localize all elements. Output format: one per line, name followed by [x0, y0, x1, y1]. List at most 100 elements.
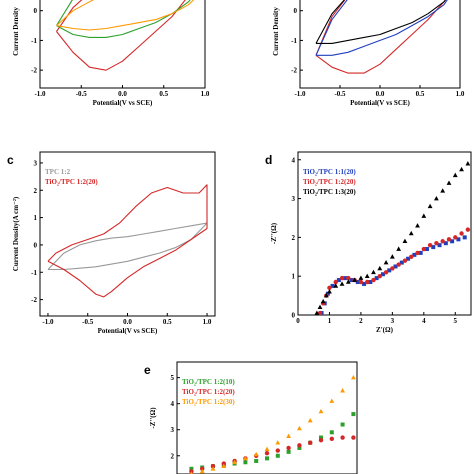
legend-entry: TiO₂/TPC 1:3(20): [303, 188, 356, 196]
data-point: [421, 246, 427, 252]
series-line: [47, 184, 208, 298]
data-point: [459, 166, 464, 172]
legend-entry: TiO₂/TPC 1:2(20): [303, 178, 356, 186]
y-tick-label: 3: [292, 195, 296, 203]
x-tick-label: -0.5: [334, 90, 346, 98]
data-point: [339, 275, 345, 281]
data-point: [409, 254, 414, 259]
x-tick-label: 1: [328, 317, 332, 325]
series-group: [56, 0, 195, 71]
legend-entry: TiO₂/TPC 1:2(20): [182, 388, 235, 396]
y-tick-label: -1: [291, 37, 297, 45]
data-point: [343, 276, 348, 281]
x-tick-label: -1.0: [294, 90, 306, 98]
data-point: [308, 440, 313, 445]
data-point: [210, 466, 216, 471]
data-point: [393, 264, 398, 269]
y-tick-label: 0: [34, 241, 38, 249]
series-line: [56, 0, 186, 71]
x-axis-label: Potential(V vs SCE): [98, 327, 158, 335]
data-point: [402, 238, 408, 244]
data-point: [330, 283, 335, 288]
data-point: [221, 461, 226, 466]
x-tick-label: -1.0: [42, 318, 54, 326]
data-point: [443, 241, 448, 246]
x-axis-label: Potential(V vs SCE): [93, 99, 153, 107]
data-point: [265, 456, 269, 461]
y-tick-label: 3: [34, 159, 38, 167]
data-point: [297, 425, 302, 431]
panel-label: d: [265, 153, 272, 167]
y-tick-label: 1: [292, 273, 296, 281]
data-point: [286, 433, 291, 439]
data-point: [456, 237, 461, 242]
y-tick-label: -2: [31, 67, 37, 75]
chart-panel-d: 0 1 2 3 4 5 0 1 2 3 4 Z'(Ω) -Z''(Ω) d TiO₂/TPC 1:1(20)…: [265, 151, 472, 334]
data-point: [351, 412, 356, 417]
x-tick-label: -0.5: [82, 318, 94, 326]
data-point: [380, 272, 385, 277]
data-point: [402, 258, 408, 263]
data-point: [210, 463, 216, 469]
data-point: [318, 437, 324, 443]
data-point: [286, 445, 291, 451]
x-tick-label: 1.0: [201, 90, 210, 98]
x-tick-label: 0.5: [159, 90, 168, 98]
series-line: [315, 0, 448, 56]
x-tick-label: -1.0: [34, 90, 46, 98]
data-point: [364, 273, 370, 278]
data-point: [297, 445, 302, 450]
x-tick-label: 0.0: [123, 318, 132, 326]
data-point: [358, 275, 364, 280]
y-axis-label: -Z''(Ω): [270, 222, 278, 244]
data-point: [377, 265, 383, 271]
data-point: [243, 455, 248, 461]
data-point: [450, 239, 455, 244]
data-point: [275, 440, 281, 445]
data-point: [412, 252, 417, 257]
data-point: [427, 242, 433, 248]
data-point: [275, 453, 280, 458]
data-point: [232, 459, 237, 465]
data-point: [318, 408, 324, 414]
x-tick-label: 1.0: [456, 90, 465, 98]
data-point: [465, 227, 471, 232]
data-point: [446, 180, 452, 185]
data-point: [325, 291, 330, 296]
data-point: [314, 310, 320, 315]
y-tick-label: 0: [294, 7, 298, 15]
y-axis-label: Current Density(A cm⁻²): [12, 196, 20, 271]
x-tick-label: 5: [454, 317, 458, 325]
legend-entry: TiO₂/TPC 1:2(30): [182, 398, 235, 406]
data-point: [333, 279, 338, 285]
y-tick-label: 0: [34, 7, 38, 15]
data-point: [352, 277, 358, 282]
data-point: [415, 223, 420, 228]
data-point: [323, 292, 329, 298]
data-point: [200, 466, 205, 471]
data-point: [399, 260, 404, 265]
data-point: [339, 281, 345, 286]
data-point: [368, 280, 373, 285]
y-axis-label: Current Density: [12, 7, 20, 56]
legend-entry: TiO₂/TPC 1:1(20): [303, 168, 356, 176]
series-line: [315, 0, 447, 44]
data-point: [437, 243, 442, 248]
data-point: [317, 304, 323, 310]
data-point: [199, 468, 205, 474]
plot-frame: [176, 361, 358, 474]
data-point: [307, 418, 313, 423]
data-point: [319, 435, 323, 440]
series-group: [314, 161, 471, 315]
y-tick-label: 4: [171, 400, 175, 408]
x-tick-label: 0.0: [376, 90, 385, 98]
chart-panel-b: -1.0 -0.5 0.0 0.5 1.0 0 -1 -2 Potential(V vs SCE…: [272, 0, 465, 107]
data-point: [387, 268, 392, 273]
data-point: [351, 435, 356, 440]
y-tick-label: 3: [171, 426, 175, 434]
data-point: [377, 273, 382, 279]
data-point: [254, 458, 259, 463]
x-tick-label: 0.5: [163, 318, 172, 326]
data-point: [349, 278, 354, 283]
